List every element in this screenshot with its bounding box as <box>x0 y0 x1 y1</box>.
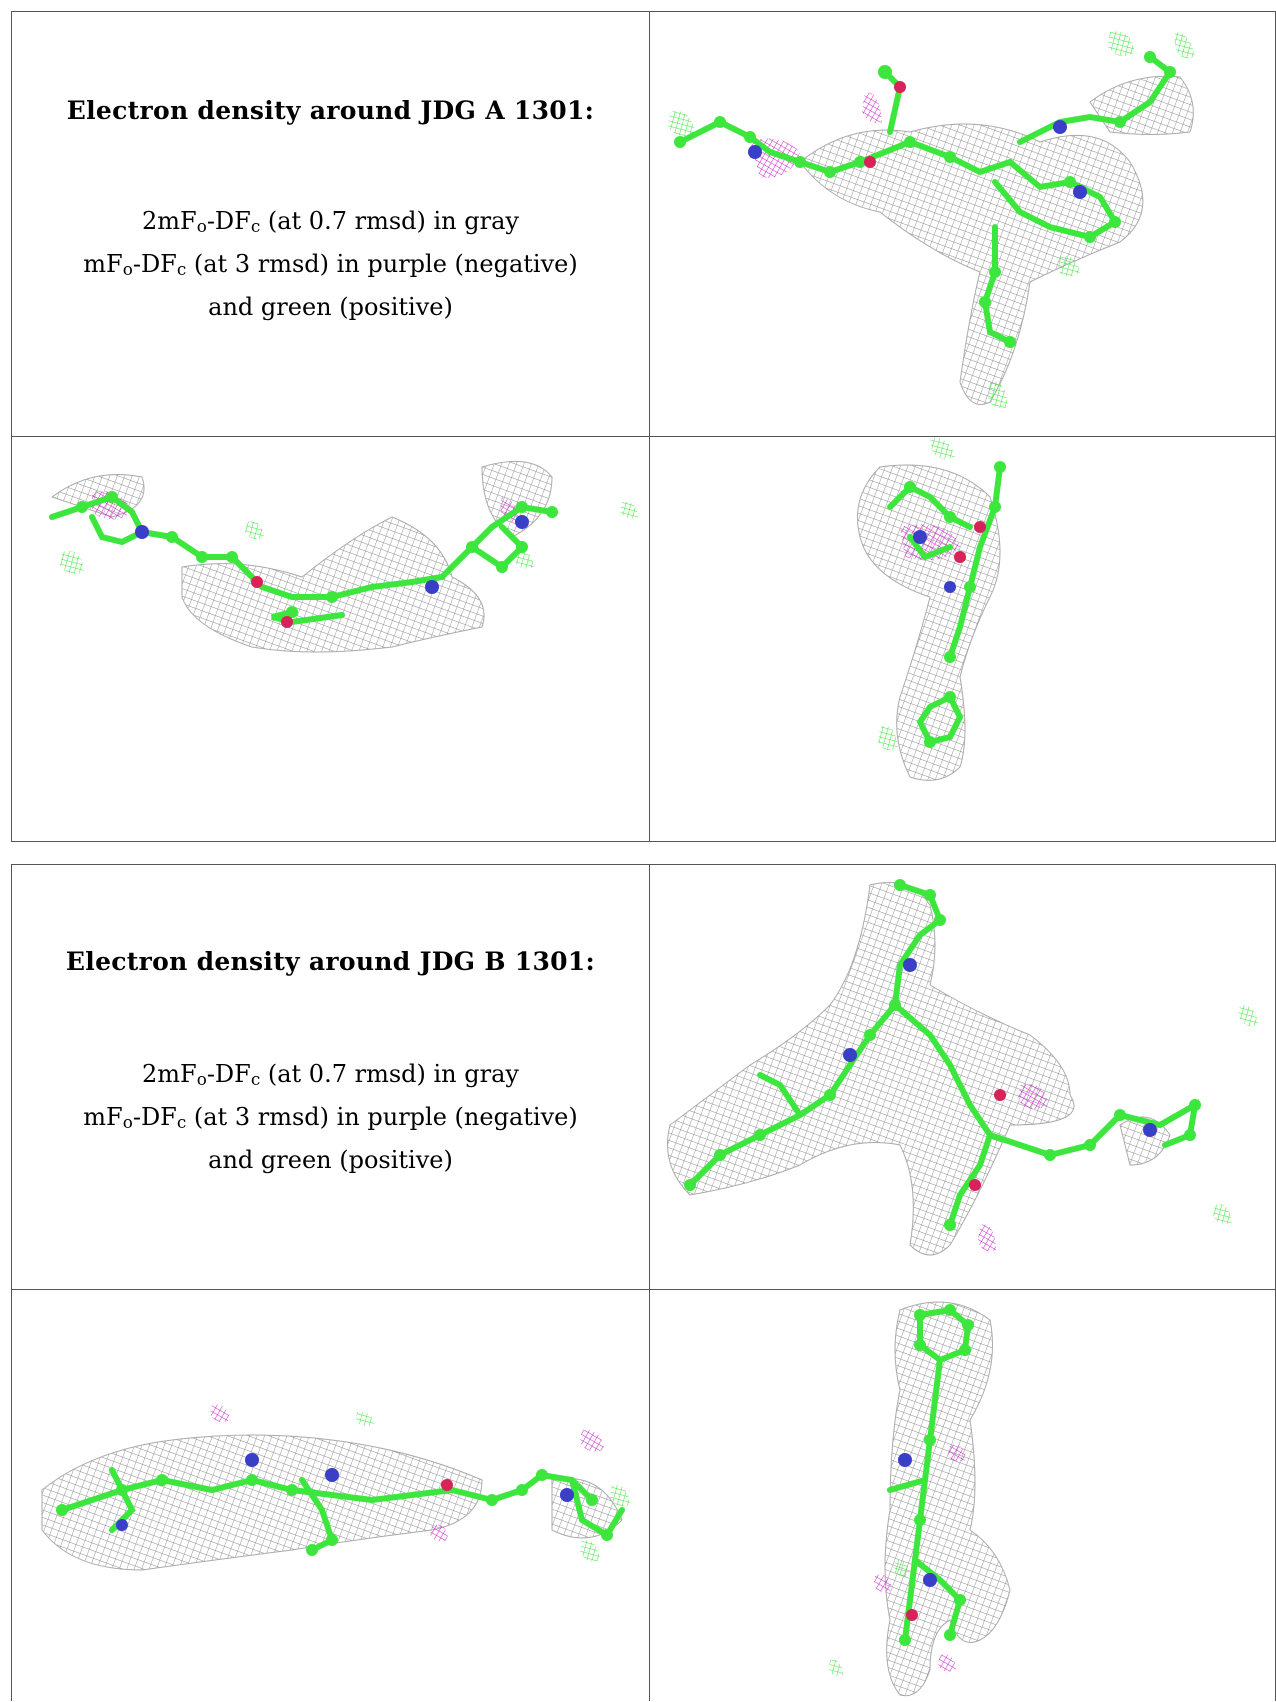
mesh-green <box>1058 256 1080 277</box>
mesh-blob <box>41 1434 483 1571</box>
mesh-green <box>893 1559 910 1577</box>
mesh-green <box>988 381 1008 409</box>
mesh-purple <box>210 1404 230 1422</box>
density-image-a-side <box>12 437 649 842</box>
density-panel-a: Electron density around JDG A 1301: 2mFo… <box>11 11 1276 842</box>
panel-title: Electron density around JDG A 1301: <box>66 96 595 125</box>
mesh-purple <box>938 1654 956 1672</box>
mesh-purple <box>874 1574 892 1592</box>
mesh-blob <box>799 123 1144 405</box>
legend-line-3: and green (positive) <box>208 1146 453 1174</box>
legend-line-2: mFo-DFc (at 3 rmsd) in purple (negative) <box>83 250 578 279</box>
mesh-blob <box>857 464 1001 781</box>
mesh-green <box>829 1659 843 1676</box>
panel-divider-vertical <box>649 12 650 841</box>
mesh-green <box>1108 31 1135 56</box>
mesh-green <box>620 501 638 519</box>
mesh-green <box>515 551 534 569</box>
legend-line-1: 2mFo-DFc (at 0.7 rmsd) in gray <box>142 1060 519 1089</box>
mesh-purple <box>580 1429 604 1452</box>
mesh-green <box>930 437 955 459</box>
density-image-b-side <box>12 1290 649 1702</box>
mesh-green <box>580 1539 600 1562</box>
caption-b: Electron density around JDG B 1301: 2mFo… <box>12 865 649 1289</box>
legend-line-2: mFo-DFc (at 3 rmsd) in purple (negative) <box>83 1103 578 1132</box>
legend-lines: 2mFo-DFc (at 0.7 rmsd) in gray mFo-DFc (… <box>12 202 649 326</box>
caption-a: Electron density around JDG A 1301: 2mFo… <box>12 12 649 436</box>
panel-divider-horizontal <box>12 436 1275 437</box>
panel-title: Electron density around JDG B 1301: <box>65 947 596 976</box>
density-image-b-top <box>650 865 1276 1289</box>
mesh-green <box>610 1484 630 1507</box>
panel-divider-vertical <box>649 865 650 1701</box>
legend-lines: 2mFo-DFc (at 0.7 rmsd) in gray mFo-DFc (… <box>12 1055 649 1179</box>
mesh-green <box>668 111 695 136</box>
mesh-purple <box>862 92 882 124</box>
mesh-blob <box>481 460 553 538</box>
density-image-a-front <box>650 437 1276 842</box>
mesh-blob <box>181 516 485 653</box>
mesh-purple <box>978 1224 996 1252</box>
mesh-green <box>356 1411 374 1426</box>
mesh-green <box>1238 1004 1258 1027</box>
mesh-green <box>1175 32 1195 59</box>
mesh-purple <box>1018 1084 1048 1109</box>
legend-line-3: and green (positive) <box>208 293 453 321</box>
mesh-purple <box>948 1444 966 1462</box>
mesh-blob <box>884 1301 1011 1697</box>
panel-divider-horizontal <box>12 1289 1275 1290</box>
density-image-a-top <box>650 12 1276 436</box>
mesh-blob <box>667 882 1075 1256</box>
mesh-green <box>1213 1204 1232 1224</box>
mesh-green <box>878 726 898 751</box>
density-panel-b: Electron density around JDG B 1301: 2mFo… <box>11 864 1276 1701</box>
mesh-green <box>60 551 84 574</box>
mesh-green <box>245 521 264 540</box>
density-image-b-front <box>650 1290 1276 1702</box>
mesh-purple <box>430 1524 448 1542</box>
legend-line-1: 2mFo-DFc (at 0.7 rmsd) in gray <box>142 207 519 236</box>
